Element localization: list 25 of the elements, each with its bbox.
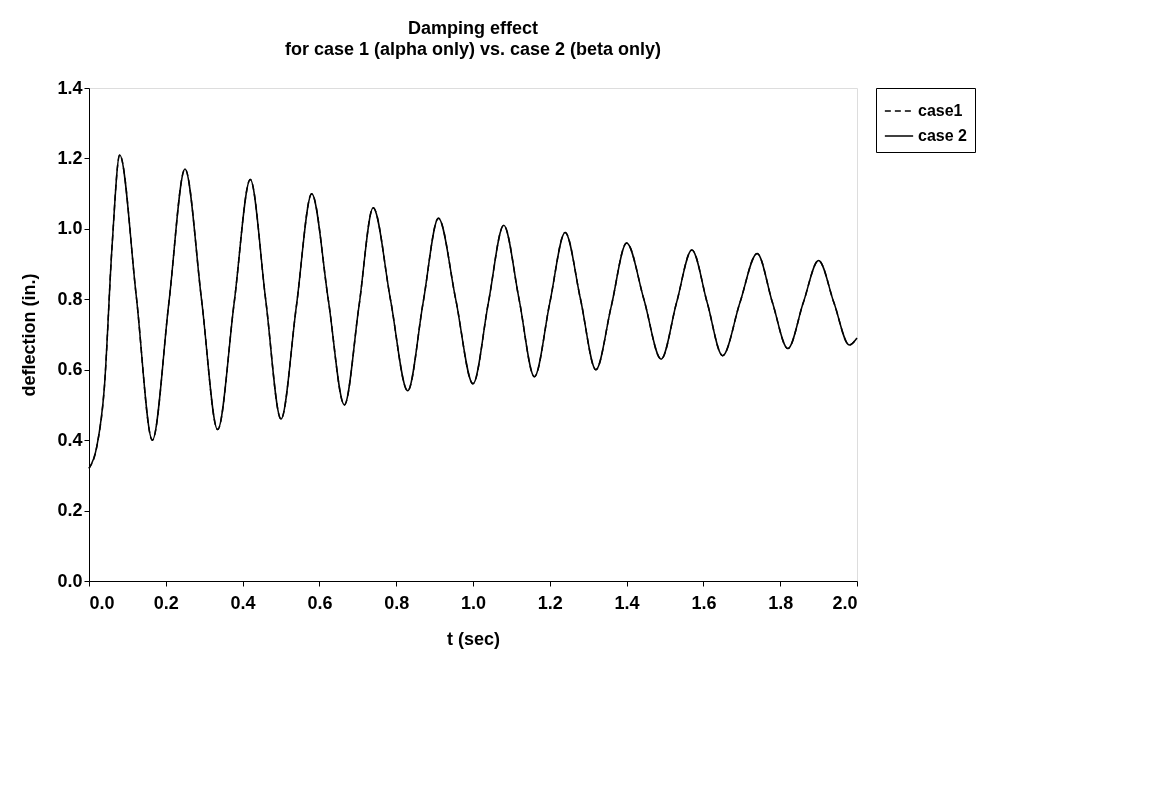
legend-label: case 2 xyxy=(918,127,968,144)
x-tick-label: 0.8 xyxy=(384,592,410,613)
x-tick-label: 0.0 xyxy=(89,592,115,613)
x-tick-label: 1.2 xyxy=(537,592,563,613)
x-tick-label: 0.2 xyxy=(153,592,179,613)
x-tick-label: 1.6 xyxy=(691,592,717,613)
x-tick-label: 1.4 xyxy=(614,592,640,613)
y-tick-label: 0.4 xyxy=(57,429,83,450)
x-axis-title: t (sec) xyxy=(446,628,501,649)
y-tick-label: 0.0 xyxy=(57,570,83,591)
x-tick-label: 2.0 xyxy=(832,592,858,613)
chart-subtitle: for case 1 (alpha only) vs. case 2 (beta only) xyxy=(284,39,662,59)
y-tick-label: 0.6 xyxy=(57,359,83,380)
x-tick-label: 0.6 xyxy=(307,592,333,613)
legend-label: case1 xyxy=(918,102,963,119)
y-tick-label: 0.8 xyxy=(57,288,83,309)
y-axis-title: deflection (in.) xyxy=(19,273,40,397)
y-tick-label: 1.0 xyxy=(57,218,83,239)
x-tick-label: 1.8 xyxy=(768,592,794,613)
y-tick-label: 0.2 xyxy=(57,500,83,521)
x-tick-label: 1.0 xyxy=(460,592,487,613)
x-tick-label: 0.4 xyxy=(230,592,256,613)
y-tick-label: 1.2 xyxy=(57,147,83,168)
chart-title: Damping effect xyxy=(407,18,539,38)
y-tick-label: 1.4 xyxy=(57,77,83,98)
